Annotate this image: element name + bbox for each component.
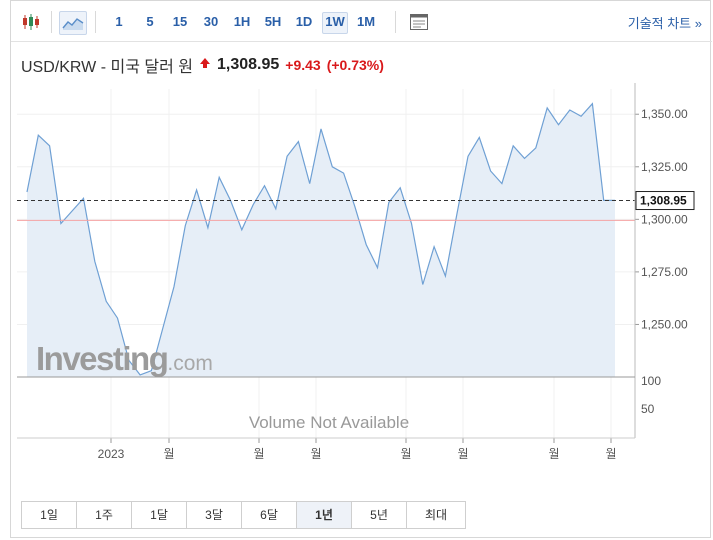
candlestick-icon[interactable] (19, 11, 43, 33)
time-axis: 2023 월 월 월 월 월 월 월 (98, 438, 617, 461)
x-tick-label: 월 (400, 447, 411, 461)
indicator-panel-icon[interactable] (407, 11, 431, 33)
price-axis: 1,350.00 1,325.00 1,300.00 1,275.00 1,250.00 (635, 107, 688, 331)
y-tick-label: 1,325.00 (641, 160, 688, 174)
x-tick-label: 2023 (98, 447, 125, 461)
x-tick-label: 월 (605, 447, 616, 461)
range-1m[interactable]: 1달 (132, 502, 187, 528)
price-change: +9.43 (285, 57, 321, 73)
volume-tick-label: 100 (641, 374, 661, 388)
y-tick-label: 1,250.00 (641, 317, 688, 331)
x-tick-label: 월 (457, 447, 468, 461)
x-tick-label: 월 (548, 447, 559, 461)
volume-tick-label: 50 (641, 402, 655, 416)
toolbar-divider (395, 11, 396, 33)
current-price-label: 1,308.95 (640, 194, 687, 208)
x-tick-label: 월 (253, 447, 264, 461)
interval-15min[interactable]: 15 (172, 14, 188, 29)
range-1d[interactable]: 1일 (22, 502, 77, 528)
interval-5h[interactable]: 5H (264, 14, 282, 29)
quote-header: USD/KRW - 미국 달러 원 1,308.95 +9.43 (+0.73%… (21, 53, 384, 77)
toolbar-divider (51, 11, 52, 33)
range-1y[interactable]: 1년 (297, 502, 352, 528)
up-arrow-icon (199, 56, 211, 74)
pair-title: USD/KRW - 미국 달러 원 (21, 59, 193, 76)
price-change-percent: (+0.73%) (326, 57, 384, 73)
range-6m[interactable]: 6달 (242, 502, 297, 528)
last-price: 1,308.95 (216, 56, 280, 73)
interval-1h[interactable]: 1H (233, 14, 251, 29)
price-chart[interactable]: 1,350.00 1,325.00 1,300.00 1,275.00 1,250.00… (11, 83, 712, 473)
price-area (27, 103, 615, 377)
range-selector: 1일 1주 1달 3달 6달 1년 5년 최대 (21, 501, 466, 529)
chart-widget: 1 5 15 30 1H 5H 1D 1W 1M 기술적 차트 » USD/KR… (10, 0, 712, 538)
volume-panel: 100 50 (641, 374, 661, 416)
watermark-suffix: .com (167, 352, 213, 375)
area-chart-icon[interactable] (59, 11, 87, 35)
interval-1m[interactable]: 1M (356, 14, 376, 29)
current-price-tag: 1,308.95 (635, 191, 695, 211)
range-1w[interactable]: 1주 (77, 502, 132, 528)
range-5y[interactable]: 5년 (352, 502, 407, 528)
interval-1min[interactable]: 1 (115, 14, 123, 29)
technical-chart-link[interactable]: 기술적 차트 » (627, 16, 702, 31)
volume-not-available: Volume Not Available (249, 413, 409, 432)
interval-30min[interactable]: 30 (203, 14, 219, 29)
interval-1d[interactable]: 1D (295, 14, 313, 29)
toolbar-divider (95, 11, 96, 33)
x-tick-label: 월 (310, 447, 321, 461)
x-tick-label: 월 (163, 447, 174, 461)
interval-5min[interactable]: 5 (146, 14, 154, 29)
interval-1w[interactable]: 1W (322, 12, 348, 34)
range-max[interactable]: 최대 (407, 502, 465, 528)
investing-watermark: Investing.com (36, 340, 213, 377)
y-tick-label: 1,350.00 (641, 107, 688, 121)
y-tick-label: 1,275.00 (641, 265, 688, 279)
y-tick-label: 1,300.00 (641, 212, 688, 226)
svg-text:Investing.com: Investing.com (36, 340, 213, 377)
price-line (26, 102, 615, 376)
chart-toolbar: 1 5 15 30 1H 5H 1D 1W 1M 기술적 차트 » (11, 1, 712, 42)
watermark-brand: Investing (36, 340, 167, 377)
range-3m[interactable]: 3달 (187, 502, 242, 528)
